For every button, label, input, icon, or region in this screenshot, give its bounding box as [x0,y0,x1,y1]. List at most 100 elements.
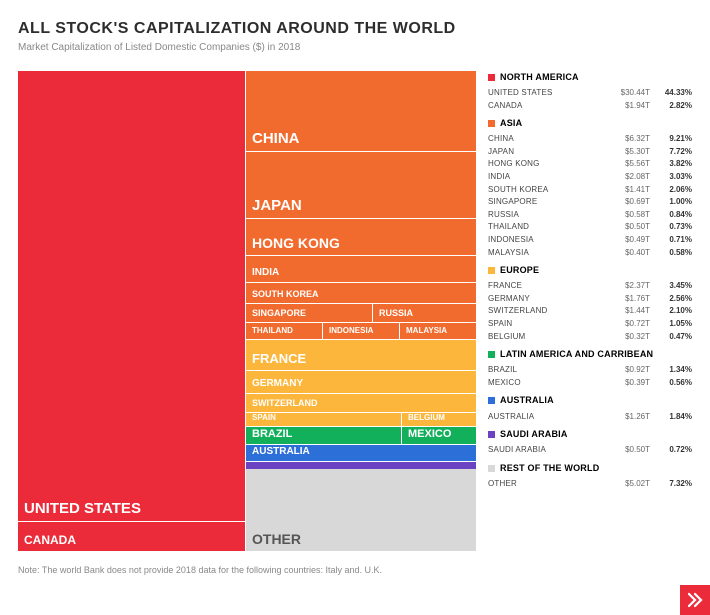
legend-row-value: $1.41T [610,184,650,196]
legend-row-label: UNITED STATES [488,87,610,99]
legend-region-name: LATIN AMERICA AND CARRIBEAN [500,348,653,361]
block-thailand: THAILAND [246,323,322,339]
block-france: FRANCE [246,340,476,370]
treemap-chart: UNITED STATESCANADACHINAJAPANHONG KONGIN… [18,71,476,551]
legend-row-label: MALAYSIA [488,247,610,259]
legend-row-label: FRANCE [488,280,610,292]
legend-panel: NORTH AMERICAUNITED STATES$30.44T44.33%C… [488,71,692,551]
legend-row-label: BELGIUM [488,331,610,343]
legend-row-pct: 7.72% [650,146,692,158]
legend-row: SAUDI ARABIA$0.50T0.72% [488,444,692,456]
legend-region-name: ASIA [500,117,522,130]
legend-row: AUSTRALIA$1.26T1.84% [488,411,692,423]
legend-row-label: CANADA [488,100,610,112]
legend-row-pct: 0.73% [650,221,692,233]
legend-row: UNITED STATES$30.44T44.33% [488,87,692,99]
block-other: OTHER [246,469,476,551]
legend-row-label: SWITZERLAND [488,305,610,317]
legend-row-value: $0.32T [610,331,650,343]
legend-row-value: $1.76T [610,293,650,305]
legend-row: RUSSIA$0.58T0.84% [488,209,692,221]
legend-row-pct: 0.58% [650,247,692,259]
block-belgium: BELGIUM [402,413,476,426]
block-hongkong: HONG KONG [246,219,476,255]
page-subtitle: Market Capitalization of Listed Domestic… [18,42,692,53]
footnote: Note: The world Bank does not provide 20… [18,565,692,575]
legend-row-label: INDONESIA [488,234,610,246]
legend-row-pct: 0.56% [650,377,692,389]
legend-region-header: ASIA [488,117,692,130]
legend-row: GERMANY$1.76T2.56% [488,293,692,305]
legend-row: CHINA$6.32T9.21% [488,133,692,145]
legend-row-label: BRAZIL [488,364,610,376]
legend-region-header: NORTH AMERICA [488,71,692,84]
legend-row: JAPAN$5.30T7.72% [488,146,692,158]
legend-row-label: CHINA [488,133,610,145]
legend-row-pct: 44.33% [650,87,692,99]
legend-row-label: SOUTH KOREA [488,184,610,196]
legend-row-value: $30.44T [610,87,650,99]
legend-row-pct: 2.06% [650,184,692,196]
block-indonesia: INDONESIA [323,323,399,339]
legend-row-pct: 9.21% [650,133,692,145]
legend-row: SINGAPORE$0.69T1.00% [488,196,692,208]
legend-row-value: $6.32T [610,133,650,145]
brand-logo [680,585,710,615]
legend-row: SPAIN$0.72T1.05% [488,318,692,330]
block-mexico: MEXICO [402,427,476,444]
legend-row-pct: 3.82% [650,158,692,170]
legend-row-pct: 0.71% [650,234,692,246]
legend-row: MALAYSIA$0.40T0.58% [488,247,692,259]
legend-region-name: AUSTRALIA [500,394,554,407]
legend-row-label: INDIA [488,171,610,183]
legend-row-label: HONG KONG [488,158,610,170]
legend-row-value: $0.69T [610,196,650,208]
legend-row-label: GERMANY [488,293,610,305]
legend-row-pct: 1.84% [650,411,692,423]
block-skorea: SOUTH KOREA [246,283,476,303]
legend-swatch [488,397,495,404]
block-canada: CANADA [18,522,245,551]
legend-region-name: EUROPE [500,264,539,277]
legend-row-value: $5.30T [610,146,650,158]
legend-row-value: $1.44T [610,305,650,317]
legend-row: SOUTH KOREA$1.41T2.06% [488,184,692,196]
legend-row-pct: 1.00% [650,196,692,208]
legend-region-name: NORTH AMERICA [500,71,579,84]
legend-row-label: MEXICO [488,377,610,389]
legend-row-pct: 3.45% [650,280,692,292]
legend-row-value: $0.40T [610,247,650,259]
legend-row-label: RUSSIA [488,209,610,221]
legend-row-value: $0.50T [610,221,650,233]
legend-row-pct: 2.10% [650,305,692,317]
legend-row: FRANCE$2.37T3.45% [488,280,692,292]
legend-region-name: REST OF THE WORLD [500,462,599,475]
legend-region-header: REST OF THE WORLD [488,462,692,475]
block-malaysia: MALAYSIA [400,323,476,339]
legend-region-header: SAUDI ARABIA [488,428,692,441]
block-china: CHINA [246,71,476,151]
legend-row: INDONESIA$0.49T0.71% [488,234,692,246]
legend-row: HONG KONG$5.56T3.82% [488,158,692,170]
legend-region-name: SAUDI ARABIA [500,428,568,441]
legend-swatch [488,465,495,472]
legend-row-value: $2.37T [610,280,650,292]
block-brazil: BRAZIL [246,427,401,444]
block-us: UNITED STATES [18,71,245,521]
legend-row-pct: 2.56% [650,293,692,305]
legend-row-pct: 2.82% [650,100,692,112]
legend-row-pct: 0.47% [650,331,692,343]
legend-row-pct: 7.32% [650,478,692,490]
legend-row-value: $0.58T [610,209,650,221]
legend-row-pct: 0.84% [650,209,692,221]
legend-row: SWITZERLAND$1.44T2.10% [488,305,692,317]
legend-region-header: LATIN AMERICA AND CARRIBEAN [488,348,692,361]
legend-row: BELGIUM$0.32T0.47% [488,331,692,343]
legend-row-label: SINGAPORE [488,196,610,208]
legend-row-label: OTHER [488,478,610,490]
block-australia: AUSTRALIA [246,445,476,461]
legend-row: CANADA$1.94T2.82% [488,100,692,112]
legend-row-label: SPAIN [488,318,610,330]
block-spain: SPAIN [246,413,401,426]
legend-swatch [488,74,495,81]
